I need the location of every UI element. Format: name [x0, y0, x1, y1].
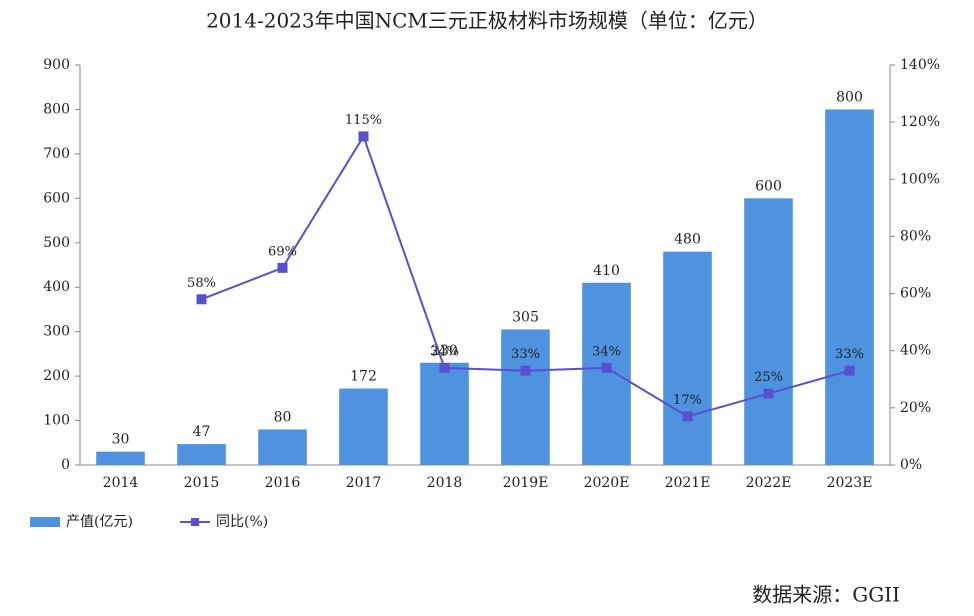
- legend-label: 产值(亿元): [66, 514, 133, 530]
- line-marker: [521, 366, 531, 376]
- bar-label: 800: [836, 89, 863, 105]
- x-tick-label: 2017: [346, 475, 382, 491]
- line-label: 34%: [592, 344, 621, 359]
- y-tick-label: 200: [43, 368, 70, 384]
- x-tick-label: 2022E: [746, 475, 792, 491]
- y2-tick-label: 80%: [900, 228, 931, 244]
- bar-label: 305: [512, 309, 539, 325]
- bar-label: 410: [593, 263, 620, 279]
- y-tick-label: 100: [43, 413, 70, 429]
- chart: 2014-2023年中国NCM三元正极材料市场规模（单位：亿元） 数据来源：GG…: [0, 0, 974, 612]
- bar: [177, 444, 226, 465]
- line-marker: [278, 263, 288, 273]
- line-label: 25%: [754, 370, 783, 385]
- y-tick-label: 700: [43, 146, 70, 162]
- y-tick-label: 0: [61, 457, 70, 473]
- y2-tick-label: 140%: [900, 57, 940, 73]
- bar: [582, 283, 631, 465]
- line-marker: [440, 363, 450, 373]
- x-tick-label: 2015: [184, 475, 220, 491]
- legend-label: 同比(%): [216, 514, 268, 530]
- y2-tick-label: 20%: [900, 400, 931, 416]
- line-label: 33%: [511, 347, 540, 362]
- bar-label: 172: [350, 369, 377, 385]
- line-marker: [359, 131, 369, 141]
- y2-tick-label: 100%: [900, 171, 940, 187]
- x-tick-label: 2018: [427, 475, 463, 491]
- line-marker: [197, 294, 207, 304]
- line-marker: [683, 411, 693, 421]
- y2-tick-label: 40%: [900, 343, 931, 359]
- legend-swatch: [30, 517, 60, 527]
- y-tick-label: 500: [43, 235, 70, 251]
- y2-tick-label: 60%: [900, 286, 931, 302]
- line-marker: [845, 366, 855, 376]
- line-label: 58%: [187, 276, 216, 291]
- x-tick-label: 2021E: [665, 475, 711, 491]
- line-label: 115%: [345, 113, 382, 128]
- x-tick-label: 2023E: [827, 475, 873, 491]
- y-tick-label: 800: [43, 101, 70, 117]
- line-label: 17%: [673, 393, 702, 408]
- bar: [420, 363, 469, 465]
- line-label: 33%: [835, 347, 864, 362]
- y-tick-label: 400: [43, 279, 70, 295]
- page: 2014-2023年中国NCM三元正极材料市场规模（单位：亿元） 数据来源：GG…: [0, 0, 974, 612]
- line-label: 34%: [430, 344, 459, 359]
- bar-label: 30: [112, 432, 130, 448]
- bar-label: 80: [274, 409, 292, 425]
- bar: [744, 198, 793, 465]
- x-tick-label: 2020E: [584, 475, 630, 491]
- bar: [258, 429, 307, 465]
- x-tick-label: 2016: [265, 475, 301, 491]
- bar: [339, 389, 388, 465]
- x-tick-label: 2014: [103, 475, 139, 491]
- bar: [825, 109, 874, 465]
- chart-title: 2014-2023年中国NCM三元正极材料市场规模（单位：亿元）: [206, 9, 768, 33]
- bar-label: 480: [674, 232, 701, 248]
- x-tick-label: 2019E: [503, 475, 549, 491]
- bar-label: 600: [755, 178, 782, 194]
- line-marker: [602, 363, 612, 373]
- line-marker: [764, 389, 774, 399]
- source: 数据来源：GGII: [752, 583, 900, 607]
- y-tick-label: 300: [43, 324, 70, 340]
- y-tick-label: 600: [43, 190, 70, 206]
- bar-label: 47: [193, 424, 211, 440]
- legend-swatch: [191, 518, 199, 526]
- bar: [663, 252, 712, 465]
- line-label: 69%: [268, 244, 297, 259]
- y-tick-label: 900: [43, 57, 70, 73]
- y2-tick-label: 0%: [900, 457, 922, 473]
- y2-tick-label: 120%: [900, 114, 940, 130]
- bar: [96, 452, 145, 465]
